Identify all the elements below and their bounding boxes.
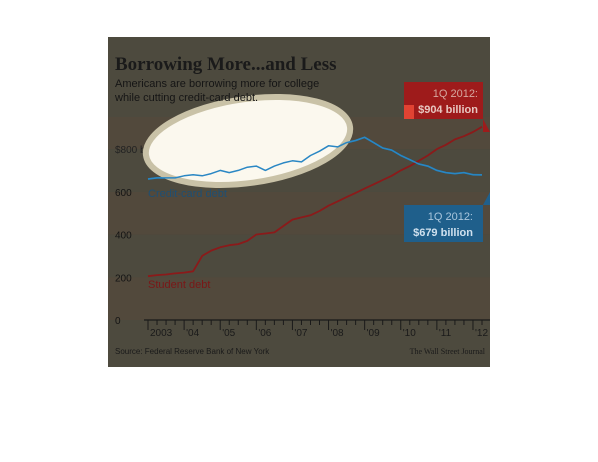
chart-subtitle-line-2: while cutting credit-card debt. xyxy=(114,92,258,104)
series-line-student-debt xyxy=(147,126,483,278)
annotation-credit-line-2: $679 billion xyxy=(413,227,473,239)
series-line-credit-card-highlight xyxy=(147,136,483,180)
annotation-student-line-2: $904 billion xyxy=(418,104,478,116)
x-tick-label: '04 xyxy=(186,328,199,339)
annotation-student-1q2012: 1Q 2012: $904 billion xyxy=(404,82,490,132)
y-tick-label: 200 xyxy=(115,273,132,284)
x-tick-label: '10 xyxy=(403,328,416,339)
chart-svg: 2003 '04 '05 '06 '07 '08 '09 '10 '11 '12 0 200 400 6… xyxy=(108,37,490,367)
x-tick-label: '11 xyxy=(439,328,452,339)
x-tick-label: '08 xyxy=(331,328,344,339)
highlight-oval xyxy=(142,94,354,188)
grid-band xyxy=(108,277,490,320)
annotation-student-line-1: 1Q 2012: xyxy=(433,88,478,100)
credit-note: The Wall Street Journal xyxy=(410,347,486,356)
chart-title: Borrowing More...and Less xyxy=(115,54,337,75)
series-label-credit-card: Credit-card debt xyxy=(148,188,227,200)
x-tick-label: '12 xyxy=(475,328,488,339)
y-tick-label: 400 xyxy=(115,231,132,242)
x-tick-label: '06 xyxy=(258,328,271,339)
x-tick-label: '05 xyxy=(222,328,235,339)
annotation-credit-line-1: 1Q 2012: xyxy=(428,211,473,223)
y-tick-label: 0 xyxy=(115,316,121,327)
y-tick-label: 600 xyxy=(115,188,132,199)
annotation-credit-1q2012: 1Q 2012: $679 billion xyxy=(404,192,490,242)
x-tick-label: '09 xyxy=(367,328,380,339)
chart-figure: 2003 '04 '05 '06 '07 '08 '09 '10 '11 '12 0 200 400 6… xyxy=(108,37,490,367)
x-tick-label: '07 xyxy=(294,328,307,339)
x-tick-label: 2003 xyxy=(150,328,173,339)
source-note: Source: Federal Reserve Bank of New York xyxy=(115,347,270,356)
x-axis: 2003 '04 '05 '06 '07 '08 '09 '10 '11 '12 xyxy=(144,319,490,339)
series-label-student: Student debt xyxy=(148,279,210,291)
chart-subtitle-line-1: Americans are borrowing more for college xyxy=(115,78,319,90)
y-tick-label: $800 billion xyxy=(115,145,166,156)
